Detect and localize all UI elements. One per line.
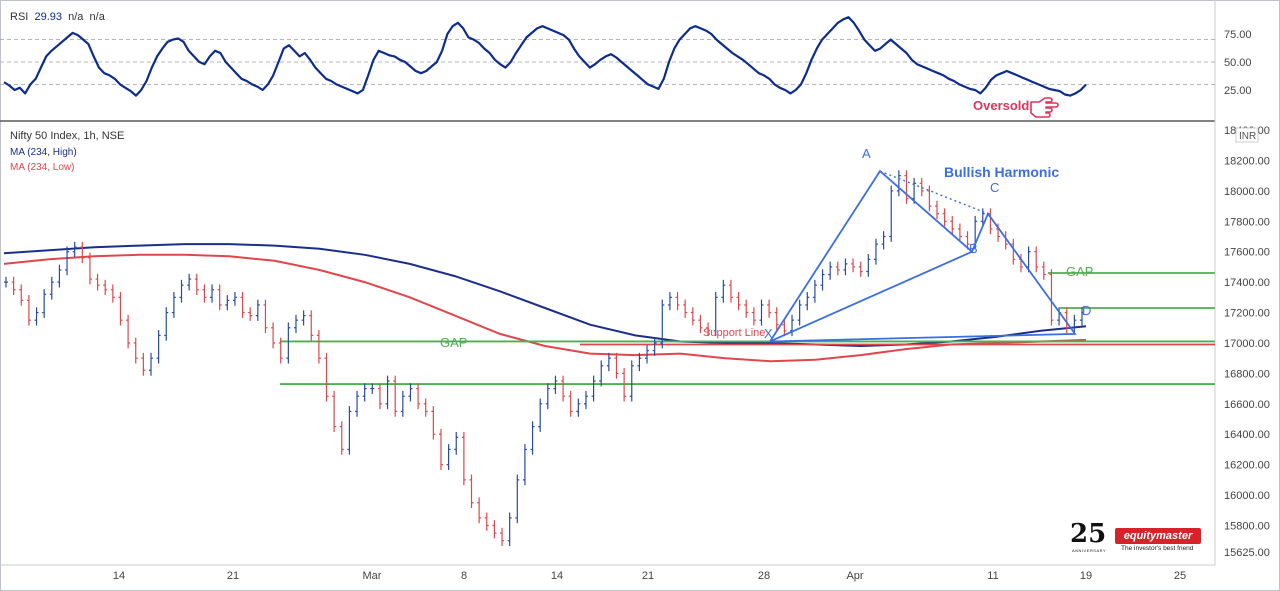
rsi-header: RSI 29.93 n/a n/a bbox=[10, 11, 105, 23]
price-tick-label: 17000.00 bbox=[1224, 338, 1270, 350]
price-tick-label: 18000.00 bbox=[1224, 186, 1270, 198]
ma-low-legend: MA (234, Low) bbox=[10, 162, 75, 173]
price-tick-label: 16200.00 bbox=[1224, 460, 1270, 472]
price-tick-label: 16800.00 bbox=[1224, 368, 1270, 380]
price-tick-label: 17200.00 bbox=[1224, 308, 1270, 320]
anniversary-sub: ANNIVERSARY bbox=[1072, 548, 1107, 553]
anniversary-logo: 25 bbox=[1070, 519, 1107, 549]
point-x-label: X bbox=[764, 326, 773, 341]
rsi-v2: n/a bbox=[68, 11, 84, 23]
support-line-label: Support Line bbox=[703, 327, 765, 339]
time-tick-label: 11 bbox=[987, 570, 998, 582]
point-b-label: B bbox=[969, 241, 978, 256]
rsi-name: RSI bbox=[10, 11, 29, 23]
price-tick-label: 17600.00 bbox=[1224, 247, 1270, 259]
time-tick-label: 21 bbox=[642, 570, 654, 582]
oversold-label: Oversold bbox=[973, 98, 1029, 113]
point-c-label: C bbox=[990, 180, 999, 195]
axes: 75.0050.0025.0018400.0018200.0018000.001… bbox=[113, 29, 1270, 582]
price-tick-label: 18200.00 bbox=[1224, 155, 1270, 167]
time-tick-label: Mar bbox=[363, 570, 382, 582]
ma-high-legend: MA (234, High) bbox=[10, 147, 77, 158]
currency-badge: INR bbox=[1239, 131, 1256, 142]
rsi-guides bbox=[0, 39, 1215, 85]
time-tick-label: 19 bbox=[1080, 570, 1092, 582]
time-tick-label: 14 bbox=[551, 570, 563, 582]
gap-left-label: GAP bbox=[440, 335, 467, 350]
harmonic-ac-dotted bbox=[879, 170, 989, 215]
point-d-label: D bbox=[1082, 303, 1091, 318]
time-tick-label: Apr bbox=[846, 570, 863, 582]
brand-logo: equitymaster bbox=[1115, 528, 1201, 544]
rsi-series-line bbox=[3, 16, 1087, 97]
price-candles bbox=[4, 170, 1084, 547]
currency-badge-box bbox=[1235, 127, 1259, 143]
rsi-value: 29.93 bbox=[34, 11, 62, 23]
harmonic-xb-leg bbox=[769, 250, 973, 343]
brand-tagline: The investor's best friend bbox=[1121, 545, 1194, 552]
pointing-hand-icon bbox=[1030, 97, 1059, 118]
rsi-v3: n/a bbox=[89, 11, 105, 23]
time-tick-label: 21 bbox=[227, 570, 239, 582]
rsi-pane bbox=[3, 16, 1087, 97]
price-tick-label: 16600.00 bbox=[1224, 399, 1270, 411]
gap-levels bbox=[280, 272, 1215, 385]
price-tick-label: 17800.00 bbox=[1224, 216, 1270, 228]
time-tick-label: 28 bbox=[758, 570, 770, 582]
rsi-tick-label: 25.00 bbox=[1224, 85, 1252, 97]
point-a-label: A bbox=[862, 146, 871, 161]
rsi-tick-label: 75.00 bbox=[1224, 29, 1252, 41]
price-tick-label: 16400.00 bbox=[1224, 429, 1270, 441]
time-tick-label: 8 bbox=[461, 570, 467, 582]
bullish-harmonic-label: Bullish Harmonic bbox=[944, 164, 1059, 180]
price-title: Nifty 50 Index, 1h, NSE bbox=[10, 130, 125, 142]
harmonic-outline bbox=[769, 169, 1077, 343]
time-tick-label: 25 bbox=[1174, 570, 1186, 582]
harmonic-pattern bbox=[769, 169, 1077, 343]
harmonic-xd-dotted bbox=[769, 333, 1076, 343]
price-tick-label: 15625.00 bbox=[1224, 547, 1270, 559]
price-tick-label: 17400.00 bbox=[1224, 277, 1270, 289]
gap-right-label: GAP bbox=[1066, 264, 1093, 279]
time-tick-label: 14 bbox=[113, 570, 125, 582]
ma-low-line bbox=[3, 253, 1087, 363]
price-tick-label: 16000.00 bbox=[1224, 490, 1270, 502]
price-tick-label: 15800.00 bbox=[1224, 520, 1270, 532]
rsi-tick-label: 50.00 bbox=[1224, 57, 1252, 69]
